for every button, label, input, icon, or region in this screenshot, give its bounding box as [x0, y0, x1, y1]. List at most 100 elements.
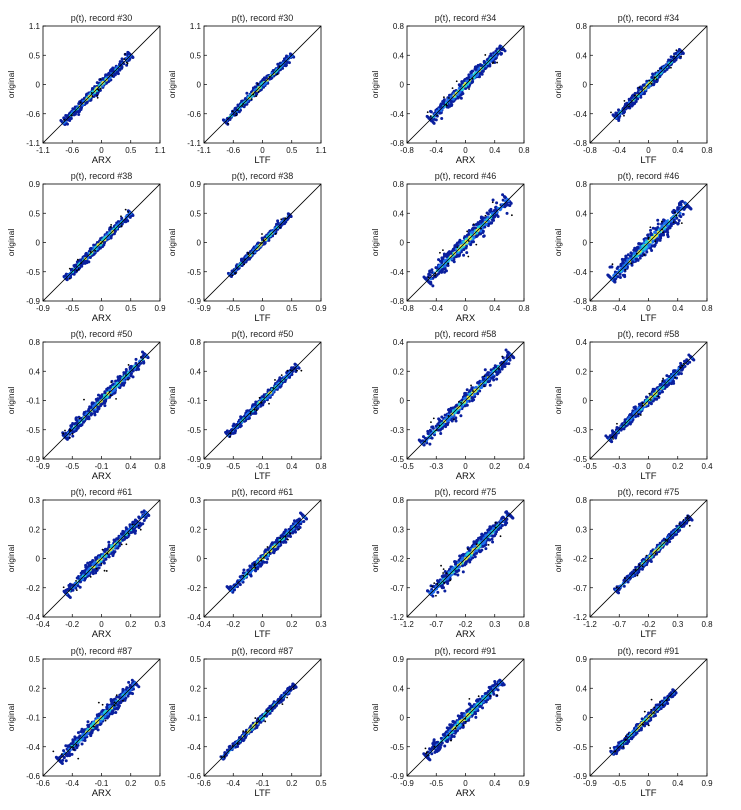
- data-point: [95, 398, 99, 402]
- panel-1-y-axis-label: original: [6, 71, 16, 99]
- data-point: [95, 81, 99, 85]
- panel-8-y-tick-label: 0: [583, 239, 588, 248]
- data-point: [254, 85, 258, 89]
- outlier-point: [227, 122, 229, 125]
- data-point: [476, 73, 480, 77]
- data-point: [489, 54, 493, 58]
- data-point: [501, 47, 505, 51]
- panel-3-x-tick-label: -0.8: [400, 146, 414, 155]
- panel-2-y-tick-label: -1.1: [187, 139, 201, 148]
- panel-1-y-tick-label: 1.1: [29, 22, 41, 31]
- data-point: [120, 222, 124, 226]
- panel-2-plot-area: [204, 26, 321, 143]
- data-point: [457, 253, 461, 257]
- data-point: [120, 57, 124, 61]
- data-point: [82, 417, 86, 421]
- data-point: [607, 274, 611, 278]
- panel-1-x-tick-label: -0.6: [65, 146, 79, 155]
- outlier-point: [247, 253, 250, 256]
- data-point: [505, 211, 509, 215]
- outlier-point: [442, 249, 444, 252]
- panel-1-x-tick-label: -1.1: [36, 146, 50, 155]
- panel-1-plot-area: [43, 26, 160, 143]
- data-point: [646, 233, 650, 237]
- data-point: [126, 371, 130, 375]
- panel-5-y-tick-label: 0.9: [29, 180, 41, 189]
- outlier-point: [127, 211, 129, 213]
- panel-1-y-tick-label: -1.1: [26, 139, 40, 148]
- data-point: [632, 252, 636, 256]
- data-point: [462, 79, 466, 82]
- panel-7-y-tick-label: 0.4: [393, 209, 405, 218]
- data-point: [118, 60, 122, 64]
- outlier-point: [94, 249, 97, 252]
- data-point: [82, 410, 86, 414]
- outlier-point: [243, 263, 246, 266]
- panel-8-plot-area: [590, 184, 707, 301]
- data-point: [459, 93, 463, 97]
- scatter-panel-6: p(t), record #38-0.9 -0.5 0 0.5 0.9-0.9-0.50…: [167, 171, 327, 324]
- data-point: [62, 121, 66, 125]
- data-point: [462, 248, 466, 252]
- data-point: [243, 97, 247, 101]
- data-point: [79, 424, 83, 428]
- panel-1-x-tick-label: 1.1: [154, 146, 166, 155]
- data-point: [662, 233, 666, 237]
- data-point: [493, 61, 497, 65]
- data-point: [456, 244, 460, 248]
- panel-4-y-tick-label: 0.4: [576, 51, 588, 60]
- panel-1-y-tick-label: 0: [36, 81, 41, 90]
- panel-2-title: p(t), record #30: [232, 13, 294, 23]
- data-point: [675, 216, 679, 220]
- data-point: [614, 272, 618, 276]
- data-point: [264, 76, 268, 80]
- data-point: [470, 230, 474, 234]
- panel-7-x-tick-label: -0.8: [400, 304, 414, 313]
- data-point: [614, 116, 618, 120]
- data-point: [479, 229, 483, 233]
- scatter-panel-1: p(t), record #30-1.1 -0.6 0 0.5 1.1-1.1-0.60…: [6, 13, 166, 166]
- data-point: [136, 364, 140, 368]
- data-point: [85, 101, 89, 105]
- data-point: [103, 241, 107, 245]
- data-point: [124, 219, 128, 223]
- data-point: [131, 213, 135, 217]
- data-point: [626, 253, 630, 257]
- data-point: [669, 224, 673, 228]
- data-point: [616, 275, 620, 279]
- data-point: [103, 391, 107, 395]
- panel-9-plot-area: [43, 342, 160, 459]
- data-point: [686, 204, 690, 208]
- data-point: [621, 258, 625, 262]
- data-point: [479, 215, 483, 219]
- outlier-point: [673, 55, 675, 58]
- outlier-point: [68, 277, 71, 280]
- panel-6-x-axis-label: LTF: [254, 313, 270, 324]
- data-point: [496, 214, 500, 218]
- data-point: [654, 228, 658, 231]
- panel-1-x-tick-label: 0.5: [125, 146, 137, 155]
- data-point: [462, 243, 466, 247]
- outlier-point: [451, 87, 454, 89]
- panel-7-x-axis-label: ARX: [456, 313, 476, 324]
- panel-8-y-tick-label: 0.4: [576, 209, 588, 218]
- panel-5-y-tick-label: 0.5: [29, 209, 41, 218]
- data-point: [482, 60, 486, 64]
- panel-1-scatter-points: [59, 50, 135, 127]
- data-point: [485, 211, 489, 215]
- panel-5-identity-line: [43, 184, 160, 301]
- data-point: [97, 407, 101, 411]
- panel-1-x-tick-label: 0: [99, 146, 104, 155]
- outlier-point: [109, 226, 112, 228]
- outlier-point: [661, 220, 663, 223]
- panel-5-title: p(t), record #38: [71, 171, 133, 181]
- data-point: [629, 254, 633, 258]
- data-point: [78, 258, 82, 262]
- data-point: [454, 255, 458, 259]
- data-point: [483, 67, 487, 71]
- data-point: [613, 278, 617, 282]
- panel-8-x-tick-label: 0: [646, 304, 651, 313]
- data-point: [462, 253, 466, 257]
- data-point: [471, 226, 475, 230]
- data-point: [99, 394, 103, 398]
